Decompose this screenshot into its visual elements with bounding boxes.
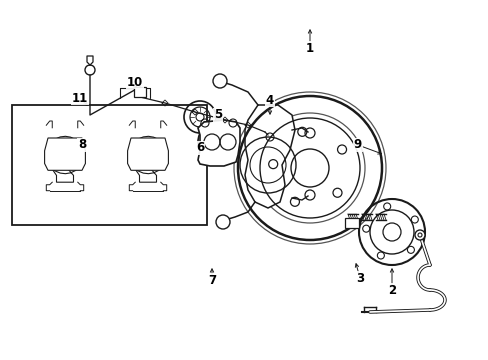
Text: 2: 2 bbox=[387, 284, 395, 297]
Text: 10: 10 bbox=[126, 76, 143, 89]
Text: 4: 4 bbox=[265, 94, 274, 107]
Polygon shape bbox=[48, 136, 83, 182]
Circle shape bbox=[231, 139, 237, 144]
Text: 6: 6 bbox=[196, 141, 203, 154]
Bar bbox=[134, 87, 146, 97]
Polygon shape bbox=[44, 138, 85, 170]
Text: 1: 1 bbox=[305, 41, 313, 54]
Text: 8: 8 bbox=[78, 139, 86, 152]
Text: 3: 3 bbox=[355, 271, 364, 284]
FancyBboxPatch shape bbox=[345, 218, 358, 228]
Text: 5: 5 bbox=[213, 108, 222, 121]
Polygon shape bbox=[244, 105, 294, 208]
Circle shape bbox=[225, 152, 230, 157]
Circle shape bbox=[211, 156, 216, 161]
Text: 7: 7 bbox=[207, 274, 216, 287]
Circle shape bbox=[211, 123, 216, 129]
Polygon shape bbox=[131, 136, 166, 182]
Text: 11: 11 bbox=[72, 91, 88, 104]
Circle shape bbox=[200, 147, 205, 152]
Polygon shape bbox=[198, 120, 240, 166]
Circle shape bbox=[216, 215, 229, 229]
Circle shape bbox=[213, 74, 226, 88]
Bar bbox=[12, 105, 206, 225]
Polygon shape bbox=[127, 138, 168, 170]
Text: 9: 9 bbox=[353, 139, 362, 152]
Circle shape bbox=[200, 132, 205, 138]
Circle shape bbox=[225, 127, 230, 132]
Circle shape bbox=[414, 230, 424, 240]
